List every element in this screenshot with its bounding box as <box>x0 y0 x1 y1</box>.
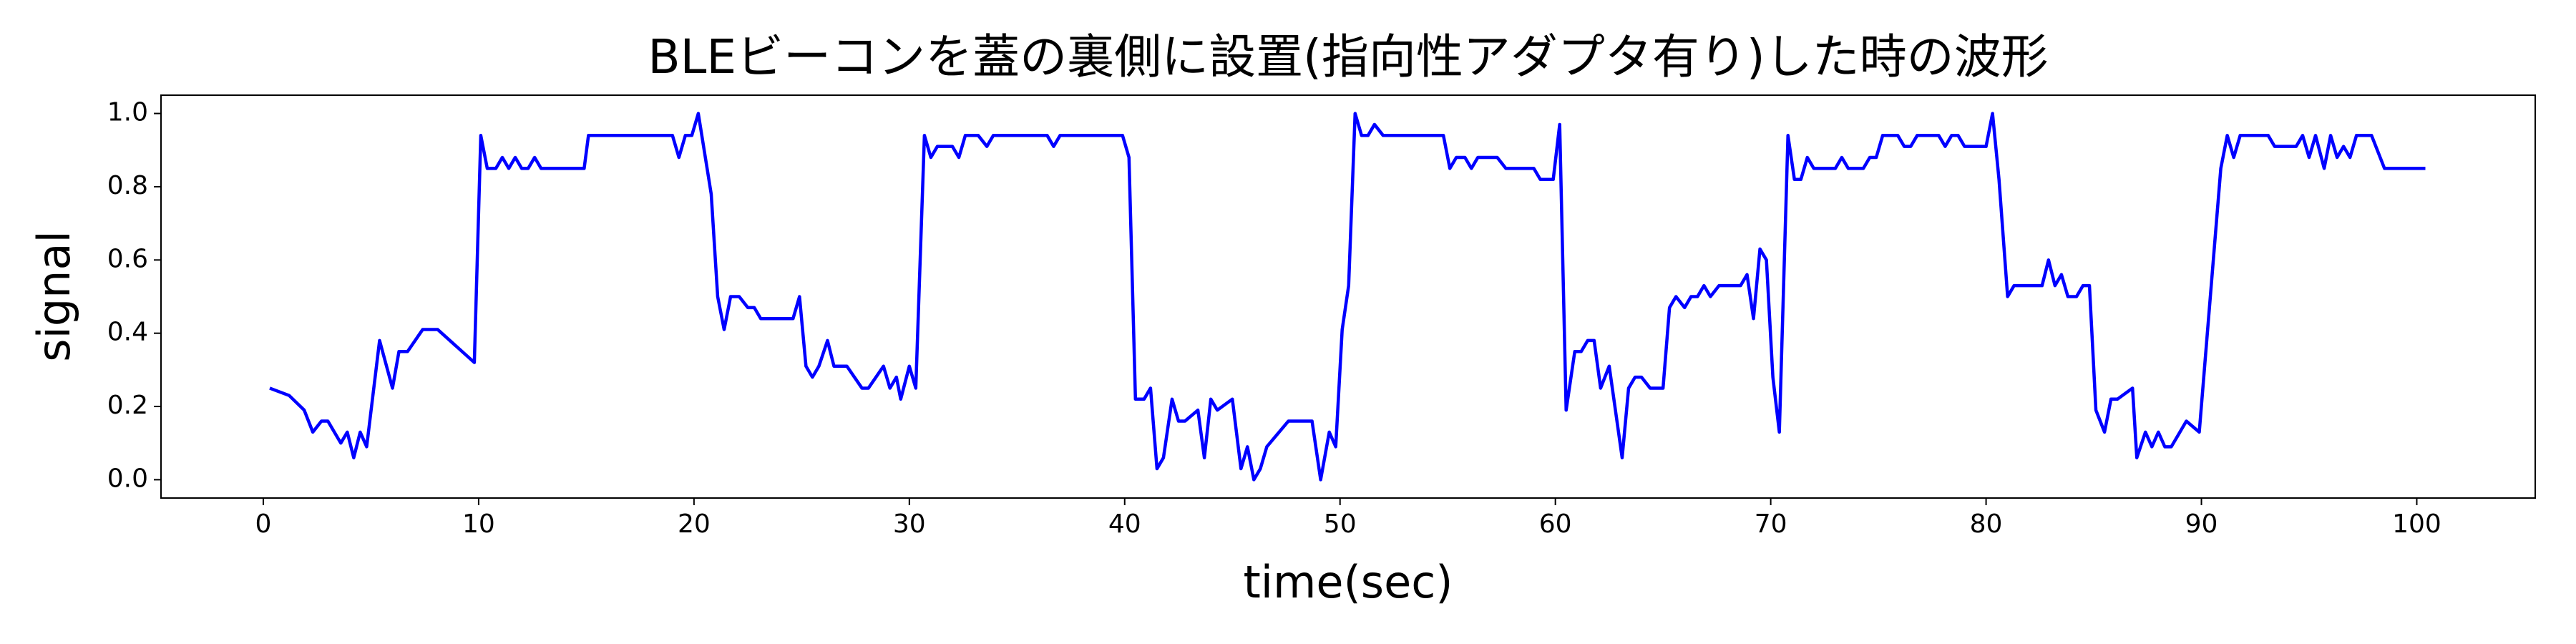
chart-title: BLEビーコンを蓋の裏側に設置(指向性アダプタ有り)した時の波形 <box>648 29 2048 84</box>
x-tick-label: 10 <box>462 509 495 539</box>
y-tick-label: 0.0 <box>107 464 148 493</box>
x-tick-label: 20 <box>678 509 711 539</box>
x-axis-label: time(sec) <box>1244 556 1453 608</box>
x-tick-label: 50 <box>1324 509 1357 539</box>
x-tick-label: 80 <box>1970 509 2003 539</box>
y-axis-label: signal <box>28 230 80 361</box>
signal-line <box>269 112 2426 482</box>
y-tick-label: 0.2 <box>107 391 148 420</box>
plot-frame <box>160 94 2536 499</box>
y-tick-label: 0.8 <box>107 171 148 200</box>
x-tick-label: 70 <box>1755 509 1787 539</box>
x-tick-label: 40 <box>1108 509 1141 539</box>
y-tick-label: 0.4 <box>107 318 148 347</box>
x-tick-label: 30 <box>893 509 926 539</box>
y-tick-label: 1.0 <box>107 98 148 127</box>
y-tick-label: 0.6 <box>107 244 148 273</box>
x-tick-label: 60 <box>1539 509 1572 539</box>
x-tick-label: 90 <box>2185 509 2218 539</box>
x-tick-label: 100 <box>2392 509 2441 539</box>
x-tick-label: 0 <box>255 509 271 539</box>
